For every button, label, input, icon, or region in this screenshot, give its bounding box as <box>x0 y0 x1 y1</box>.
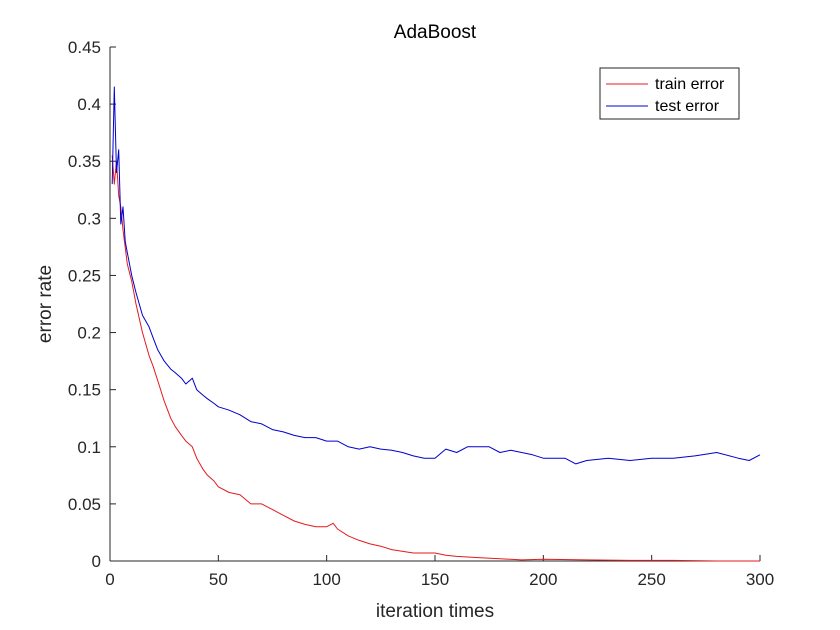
legend-entry-label: train error <box>655 76 725 93</box>
legend-box <box>599 67 740 120</box>
legend: train error test error <box>599 67 740 120</box>
x-tick-label: 150 <box>421 570 449 589</box>
x-tick-label: 250 <box>637 570 665 589</box>
y-tick-label: 0.2 <box>77 324 101 343</box>
x-axis-ticks: 0 50 100 150 200 250 300 <box>105 555 774 589</box>
series-lines <box>111 86 761 562</box>
y-axis-title: error rate <box>35 265 56 343</box>
y-tick-label: 0.45 <box>68 38 101 57</box>
y-tick-label: 0.25 <box>68 266 101 285</box>
x-tick-label: 0 <box>105 570 114 589</box>
y-tick-label: 0.05 <box>68 495 101 514</box>
y-tick-label: 0.4 <box>77 95 101 114</box>
x-axis-title: iteration times <box>376 601 494 622</box>
axes <box>109 47 760 562</box>
x-tick-label: 50 <box>209 570 228 589</box>
y-tick-label: 0.15 <box>68 381 101 400</box>
x-tick-label: 300 <box>746 570 774 589</box>
y-tick-label: 0 <box>92 552 101 571</box>
x-tick-label: 200 <box>529 570 557 589</box>
x-tick-label: 100 <box>312 570 340 589</box>
series-line-test-error <box>111 86 761 465</box>
y-axis-ticks: 0 0.05 0.1 0.15 0.2 0.25 0.3 0.35 0.4 0.45 <box>68 38 116 571</box>
legend-entry-label: test error <box>655 98 720 115</box>
y-tick-label: 0.1 <box>77 438 101 457</box>
y-tick-label: 0.3 <box>77 209 101 228</box>
chart-title: AdaBoost <box>394 22 477 43</box>
y-tick-label: 0.35 <box>68 152 101 171</box>
series-line-train-error <box>111 155 760 562</box>
